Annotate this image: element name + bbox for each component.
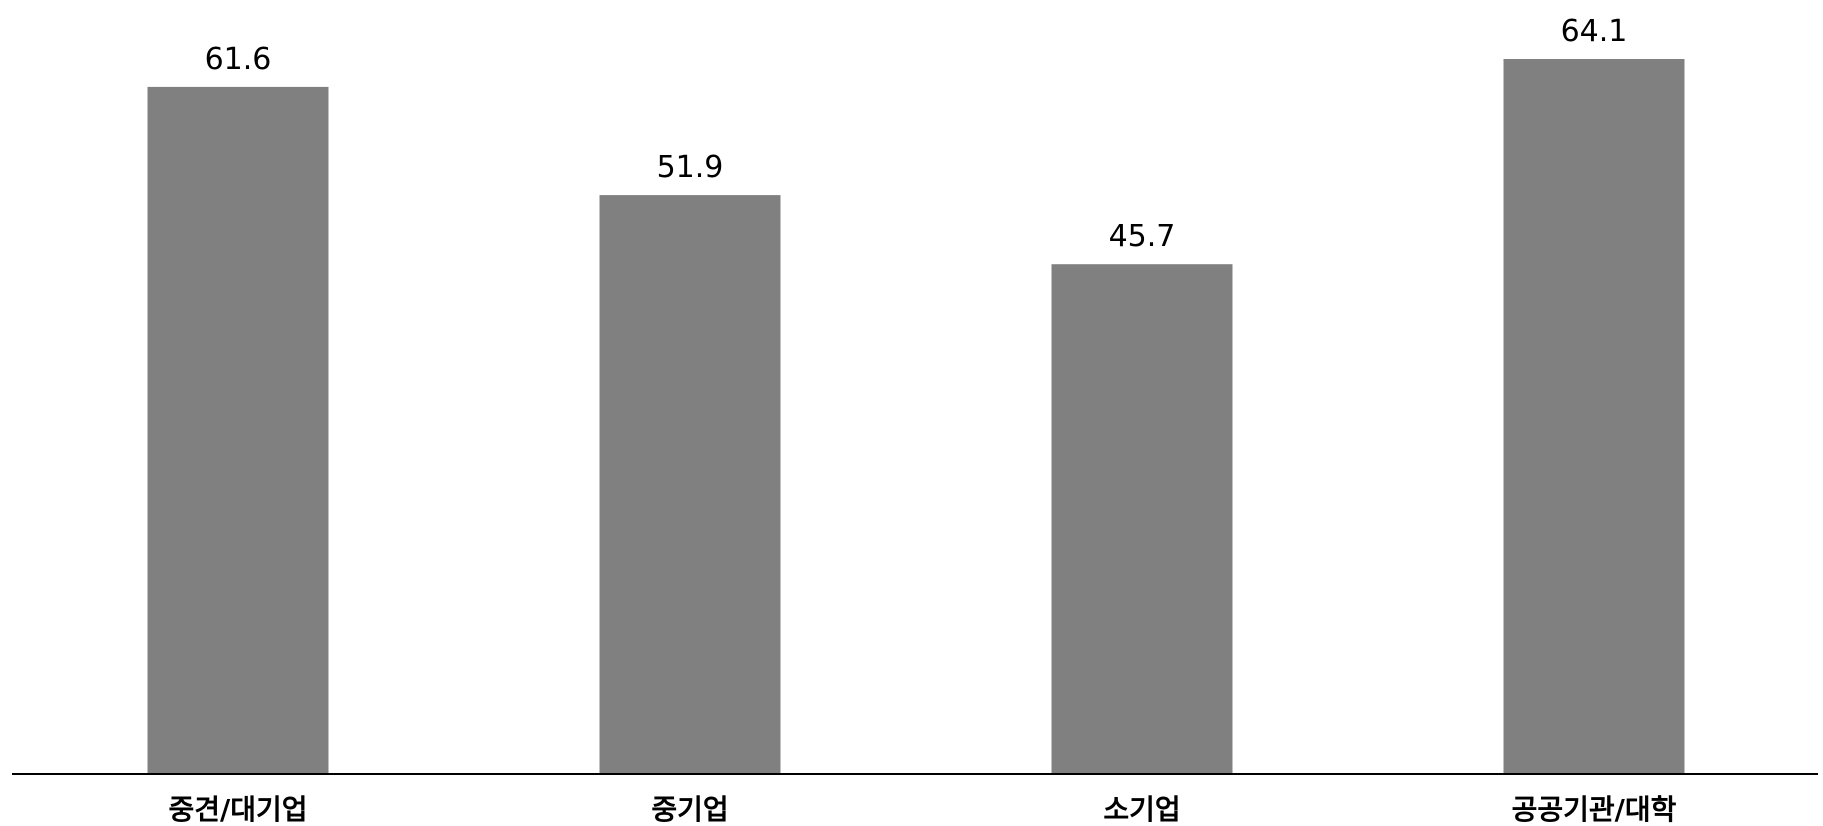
value-label-4: 64.1 xyxy=(1561,14,1628,49)
category-labels-group: 중견/대기업 중기업 소기업 공공기관/대학 xyxy=(168,793,1676,826)
bars-group xyxy=(147,59,1685,775)
bar-1 xyxy=(147,86,329,774)
value-label-3: 45.7 xyxy=(1109,219,1176,254)
bar-4 xyxy=(1503,59,1685,774)
category-label-1: 중견/대기업 xyxy=(168,793,307,826)
category-label-4: 공공기관/대학 xyxy=(1512,793,1677,826)
category-label-3: 소기업 xyxy=(1103,793,1180,826)
value-label-2: 51.9 xyxy=(657,150,724,185)
bar-2 xyxy=(599,195,781,775)
value-labels-group: 61.6 51.9 45.7 64.1 xyxy=(205,14,1628,254)
value-label-1: 61.6 xyxy=(205,42,272,77)
category-label-2: 중기업 xyxy=(651,793,728,826)
bar-3 xyxy=(1051,264,1233,774)
